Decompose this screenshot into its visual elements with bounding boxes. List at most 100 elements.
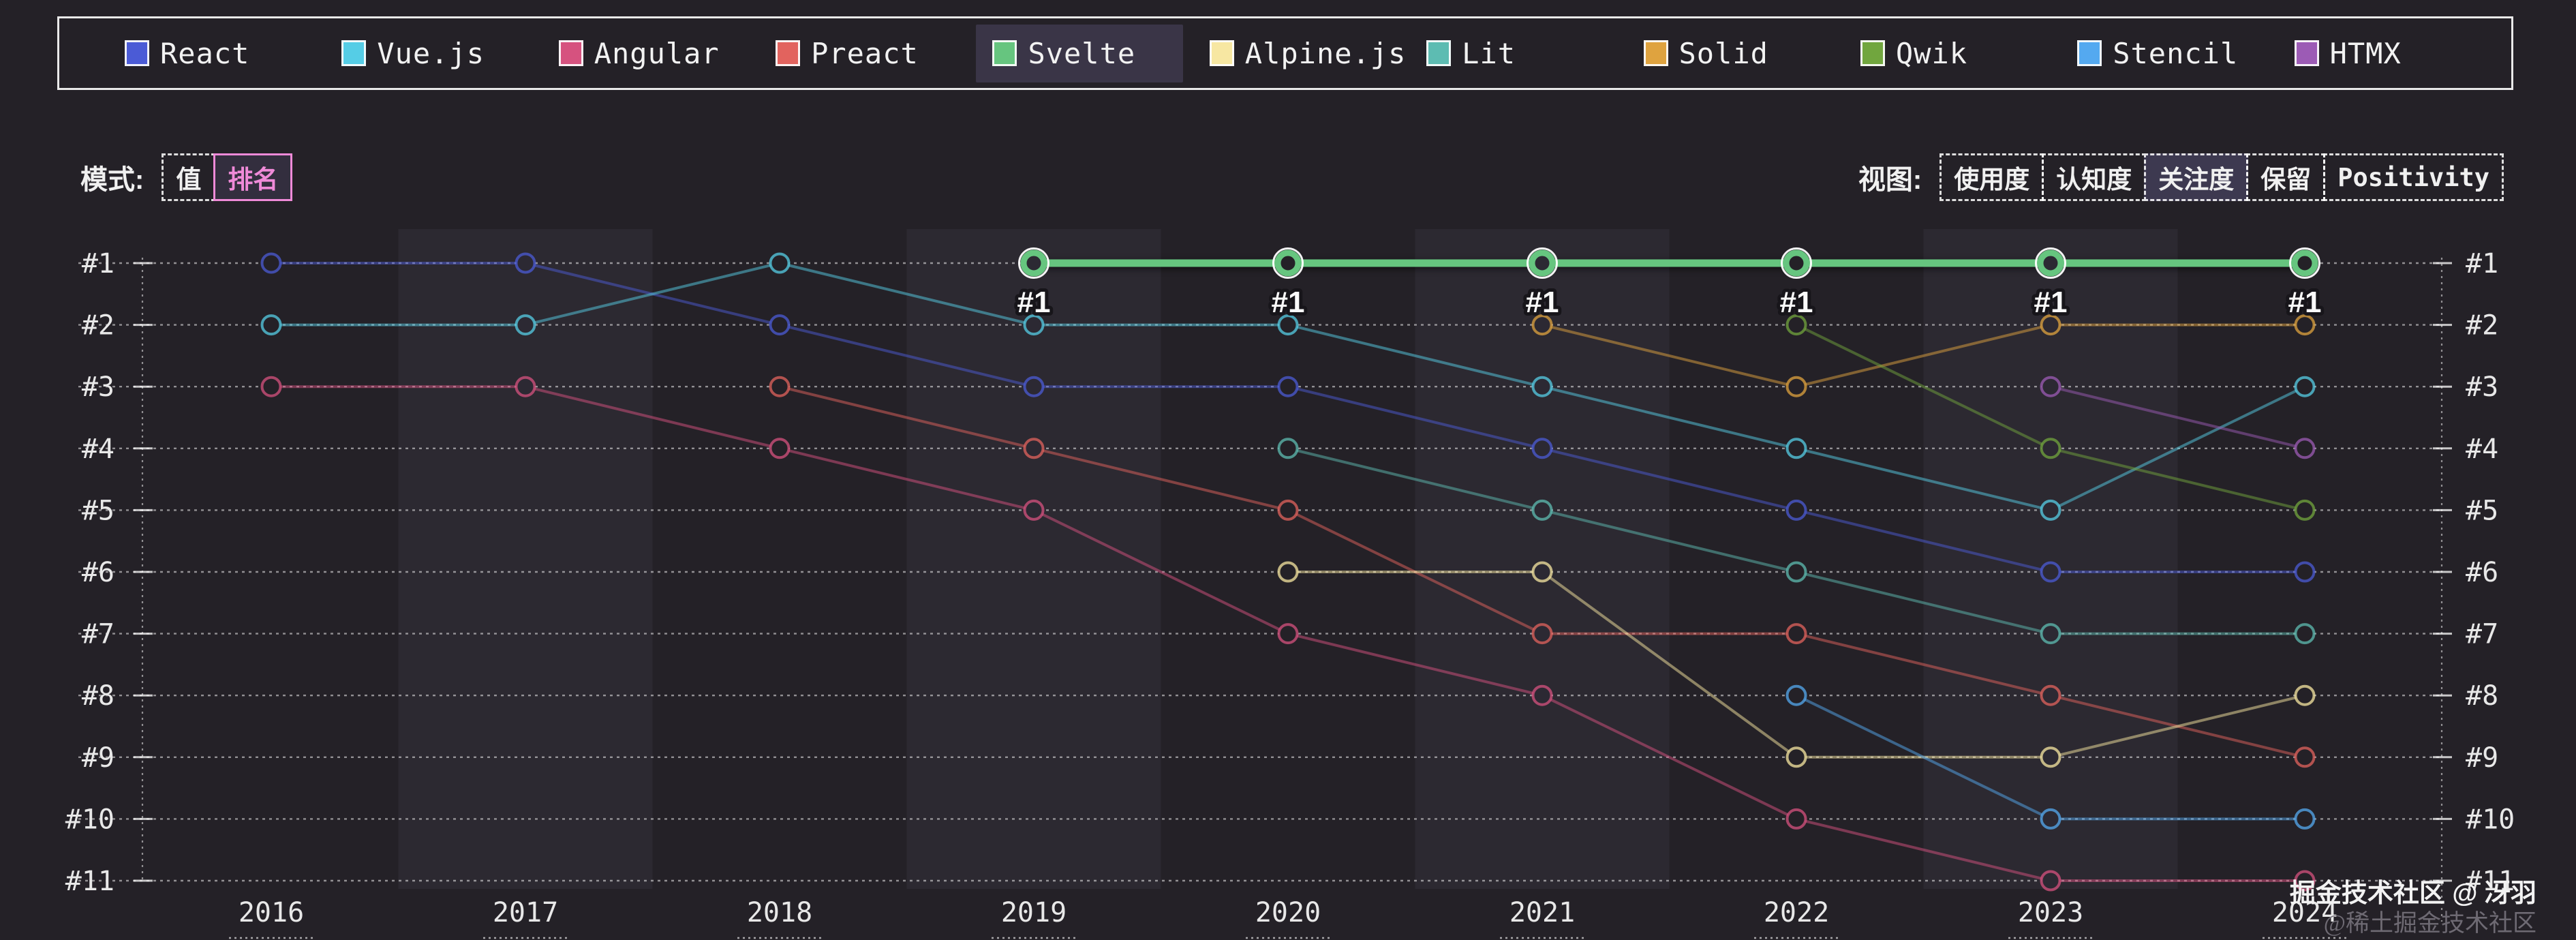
mode-option-1[interactable]: 排名 [213,153,293,201]
data-point-vuejs-2019[interactable] [1023,314,1045,336]
data-point-angular-2021[interactable] [1531,684,1553,706]
legend-item-react[interactable]: React [125,37,341,70]
year-label-2024: 2024 [2272,897,2337,928]
highlight-point-halo [1272,247,1304,279]
data-point-solid-2022[interactable] [1785,376,1807,397]
highlight-rank-label-2024: #1 [2288,286,2322,319]
data-point-qwik-2022[interactable] [1785,314,1807,336]
data-point-svelte-2021[interactable] [1529,249,1556,277]
legend-item-inner[interactable]: Angular [542,25,767,82]
data-point-react-2024[interactable] [2294,561,2316,583]
data-point-alpinejs-2024[interactable] [2294,684,2316,706]
data-point-stencil-2023[interactable] [2040,808,2061,830]
legend-item-alpinejs[interactable]: Alpine.js [1209,37,1426,70]
data-point-preact-2023[interactable] [2040,684,2061,706]
data-point-vuejs-2021[interactable] [1531,376,1553,397]
data-point-preact-2021[interactable] [1531,623,1553,645]
legend-item-htmx[interactable]: HTMX [2294,37,2511,70]
data-point-vuejs-2023[interactable] [2040,499,2061,521]
data-point-solid-2021[interactable] [1531,314,1553,336]
data-point-svelte-2022[interactable] [1783,249,1810,277]
data-point-solid-2023[interactable] [2040,314,2061,336]
data-point-lit-2021[interactable] [1531,499,1553,521]
data-point-angular-2019[interactable] [1023,499,1045,521]
data-point-alpinejs-2022[interactable] [1785,746,1807,768]
data-point-react-2023[interactable] [2040,561,2061,583]
data-point-qwik-2024[interactable] [2294,499,2316,521]
legend-item-svelte[interactable]: Svelte [976,24,1209,82]
data-point-preact-2018[interactable] [769,376,791,397]
legend-item-inner[interactable]: Stencil [2061,25,2286,82]
data-point-svelte-2020[interactable] [1274,249,1302,277]
legend-item-stencil[interactable]: Stencil [2077,37,2294,70]
data-point-react-2018[interactable] [769,314,791,336]
highlight-rank-label-2019: #1 [1017,286,1051,319]
legend-item-inner[interactable]: Qwik [1844,25,2015,82]
legend-item-preact[interactable]: Preact [776,37,992,70]
data-point-svelte-2024[interactable] [2291,249,2318,277]
data-point-vuejs-2022[interactable] [1785,438,1807,459]
data-point-react-2017[interactable] [515,252,536,274]
legend-item-qwik[interactable]: Qwik [1860,37,2077,70]
legend-item-label: Alpine.js [1244,36,1407,70]
legend-item-solid[interactable]: Solid [1643,37,1860,70]
legend-item-angular[interactable]: Angular [558,37,776,70]
data-point-vuejs-2024[interactable] [2294,376,2316,397]
data-point-lit-2020[interactable] [1277,438,1299,459]
legend-item-inner[interactable]: Lit [1410,25,1563,82]
data-point-react-2019[interactable] [1023,376,1045,397]
data-point-angular-2018[interactable] [769,438,791,459]
data-point-angular-2017[interactable] [515,376,536,397]
data-point-svelte-2023[interactable] [2037,249,2064,277]
legend-item-inner[interactable]: Preact [759,25,966,82]
rank-label-right-9: #9 [2466,742,2498,774]
data-point-vuejs-2016[interactable] [260,314,282,336]
legend-color-swatch [2077,40,2102,66]
data-point-htmx-2024[interactable] [2294,438,2316,459]
data-point-stencil-2022[interactable] [1785,684,1807,706]
legend-item-lit[interactable]: Lit [1426,37,1643,70]
data-point-preact-2020[interactable] [1277,499,1299,521]
legend-item-inner[interactable]: Solid [1627,25,1816,82]
data-point-angular-2020[interactable] [1277,623,1299,645]
legend-item-inner[interactable]: HTMX [2278,25,2449,82]
watermark: 掘金技术社区 @ 冴羽 @稀土掘金技术社区 [2290,879,2536,937]
mode-option-0[interactable]: 值 [162,153,216,201]
legend-item-inner[interactable]: Vue.js [325,25,532,82]
data-point-preact-2019[interactable] [1023,438,1045,459]
data-point-angular-2022[interactable] [1785,808,1807,830]
data-point-qwik-2023[interactable] [2040,438,2061,459]
data-point-angular-2024[interactable] [2294,870,2316,892]
legend-item-inner[interactable]: React [108,25,297,82]
data-point-react-2021[interactable] [1531,438,1553,459]
legend-item-label: React [160,36,250,70]
view-option-2[interactable]: 关注度 [2144,153,2249,201]
legend-item-vuejs[interactable]: Vue.js [341,37,558,70]
data-point-react-2022[interactable] [1785,499,1807,521]
data-point-vuejs-2018[interactable] [769,252,791,274]
data-point-vuejs-2017[interactable] [515,314,536,336]
data-point-alpinejs-2023[interactable] [2040,746,2061,768]
data-point-lit-2022[interactable] [1785,561,1807,583]
data-point-preact-2022[interactable] [1785,623,1807,645]
data-point-react-2016[interactable] [260,252,282,274]
legend-item-inner[interactable]: Svelte [976,24,1184,82]
data-point-solid-2024[interactable] [2294,314,2316,336]
data-point-vuejs-2020[interactable] [1277,314,1299,336]
data-point-svelte-2019[interactable] [1020,249,1047,277]
data-point-alpinejs-2021[interactable] [1531,561,1553,583]
legend-item-inner[interactable]: Alpine.js [1193,25,1454,82]
legend-item-label: Angular [594,36,720,70]
view-option-4[interactable]: Positivity [2323,153,2504,201]
rank-label-left-6: #6 [82,557,114,588]
data-point-preact-2024[interactable] [2294,746,2316,768]
data-point-angular-2023[interactable] [2040,870,2061,892]
data-point-react-2020[interactable] [1277,376,1299,397]
data-point-htmx-2023[interactable] [2040,376,2061,397]
data-point-stencil-2024[interactable] [2294,808,2316,830]
data-point-lit-2023[interactable] [2040,623,2061,645]
data-point-alpinejs-2020[interactable] [1277,561,1299,583]
data-point-lit-2024[interactable] [2294,623,2316,645]
data-point-angular-2016[interactable] [260,376,282,397]
rank-label-right-8: #8 [2466,680,2498,712]
